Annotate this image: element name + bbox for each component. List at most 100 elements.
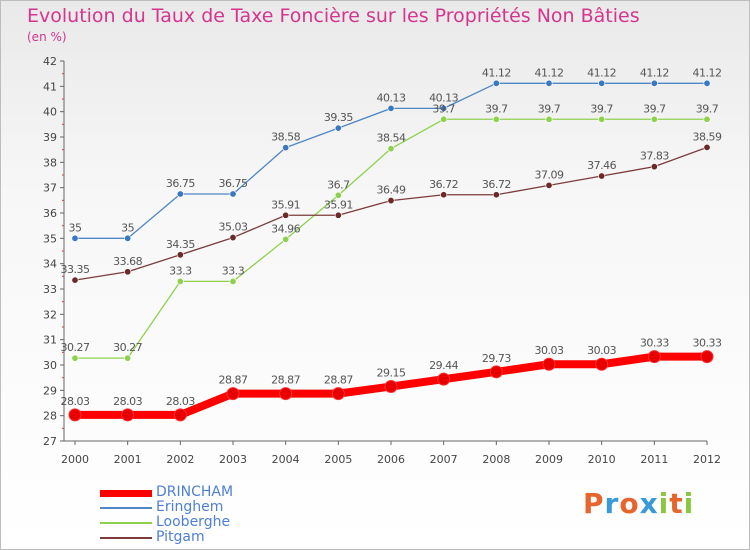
data-point-drincham bbox=[542, 357, 556, 371]
chart-unit-label: (en %) bbox=[27, 30, 67, 44]
data-label-looberghe: 39.7 bbox=[538, 102, 561, 115]
data-point-looberghe bbox=[282, 235, 290, 243]
data-label-drincham: 28.87 bbox=[324, 374, 353, 387]
y-tick-label: 34 bbox=[43, 258, 57, 271]
y-tick-label: 28 bbox=[43, 410, 57, 423]
data-label-pitgam: 37.83 bbox=[640, 150, 669, 163]
data-point-looberghe bbox=[598, 115, 606, 123]
y-tick-label: 27 bbox=[43, 435, 57, 448]
legend-label: Eringhem bbox=[156, 499, 224, 515]
data-label-pitgam: 35.91 bbox=[324, 198, 353, 211]
data-label-pitgam: 35.91 bbox=[271, 198, 300, 211]
data-point-looberghe bbox=[492, 115, 500, 123]
data-label-pitgam: 35.03 bbox=[219, 221, 248, 234]
data-label-drincham: 30.03 bbox=[535, 344, 564, 357]
data-label-looberghe: 36.7 bbox=[327, 178, 350, 191]
data-point-eringhem bbox=[703, 79, 711, 87]
data-point-eringhem bbox=[492, 79, 500, 87]
y-tick-label: 40 bbox=[43, 106, 57, 119]
data-label-eringhem: 41.12 bbox=[535, 66, 564, 79]
data-point-looberghe bbox=[387, 145, 395, 153]
data-label-drincham: 28.03 bbox=[113, 395, 142, 408]
data-point-pitgam bbox=[124, 268, 132, 276]
data-point-pitgam bbox=[703, 143, 711, 151]
logo-letter: o bbox=[619, 487, 640, 520]
data-label-pitgam: 33.35 bbox=[61, 263, 90, 276]
data-point-drincham bbox=[173, 408, 187, 422]
data-point-eringhem bbox=[440, 104, 448, 112]
data-point-eringhem bbox=[71, 234, 79, 242]
x-tick-label: 2012 bbox=[693, 453, 721, 466]
x-tick-label: 2002 bbox=[166, 453, 194, 466]
logo-letter: x bbox=[639, 487, 659, 520]
data-label-pitgam: 38.59 bbox=[693, 130, 722, 143]
legend-swatch bbox=[100, 537, 152, 539]
data-label-looberghe: 30.27 bbox=[113, 341, 142, 354]
x-tick-label: 2006 bbox=[377, 453, 405, 466]
data-point-drincham bbox=[595, 357, 609, 371]
x-tick-label: 2000 bbox=[61, 453, 89, 466]
data-label-eringhem: 41.12 bbox=[640, 66, 669, 79]
legend-label: DRINCHAM bbox=[156, 484, 234, 500]
data-label-looberghe: 38.54 bbox=[377, 132, 406, 145]
data-point-eringhem bbox=[229, 190, 237, 198]
data-point-drincham bbox=[647, 350, 661, 364]
x-tick-label: 2003 bbox=[219, 453, 247, 466]
data-point-looberghe bbox=[650, 115, 658, 123]
x-tick-label: 2004 bbox=[272, 453, 300, 466]
data-point-drincham bbox=[331, 387, 345, 401]
data-label-eringhem: 36.75 bbox=[166, 177, 195, 190]
data-point-pitgam bbox=[598, 172, 606, 180]
chart-title: Evolution du Taux de Taxe Foncière sur l… bbox=[27, 5, 640, 27]
legend-label: Pitgam bbox=[156, 529, 205, 545]
y-tick-label: 31 bbox=[43, 334, 57, 347]
data-point-drincham bbox=[226, 387, 240, 401]
data-point-pitgam bbox=[545, 181, 553, 189]
data-label-eringhem: 41.12 bbox=[482, 66, 511, 79]
y-tick-label: 33 bbox=[43, 283, 57, 296]
y-tick-label: 30 bbox=[43, 359, 57, 372]
data-point-looberghe bbox=[440, 115, 448, 123]
data-label-pitgam: 33.68 bbox=[113, 255, 142, 268]
y-tick-label: 36 bbox=[43, 207, 57, 220]
data-label-looberghe: 39.7 bbox=[485, 102, 508, 115]
data-label-looberghe: 33.3 bbox=[222, 264, 245, 277]
logo-letter: i bbox=[658, 487, 670, 520]
y-tick-label: 35 bbox=[43, 232, 57, 245]
data-point-drincham bbox=[700, 350, 714, 364]
proxiti-logo: Proxiti bbox=[583, 487, 694, 520]
data-label-looberghe: 30.27 bbox=[61, 341, 90, 354]
y-tick-label: 29 bbox=[43, 384, 57, 397]
y-tick-label: 38 bbox=[43, 156, 57, 169]
data-point-pitgam bbox=[650, 163, 658, 171]
x-tick-label: 2010 bbox=[588, 453, 616, 466]
data-point-pitgam bbox=[176, 251, 184, 259]
x-tick-label: 2011 bbox=[640, 453, 668, 466]
y-tick-label: 37 bbox=[43, 182, 57, 195]
data-label-eringhem: 35 bbox=[121, 221, 134, 234]
data-point-eringhem bbox=[545, 79, 553, 87]
data-label-looberghe: 34.96 bbox=[271, 222, 300, 235]
data-label-drincham: 30.33 bbox=[693, 337, 722, 350]
data-point-pitgam bbox=[492, 191, 500, 199]
logo-letter: r bbox=[604, 487, 620, 520]
data-label-drincham: 30.33 bbox=[640, 337, 669, 350]
data-point-pitgam bbox=[440, 191, 448, 199]
data-label-eringhem: 36.75 bbox=[219, 177, 248, 190]
x-tick-label: 2008 bbox=[482, 453, 510, 466]
data-label-looberghe: 39.7 bbox=[432, 102, 455, 115]
data-label-eringhem: 40.13 bbox=[429, 91, 458, 104]
data-point-looberghe bbox=[124, 354, 132, 362]
data-point-eringhem bbox=[124, 234, 132, 242]
data-point-looberghe bbox=[703, 115, 711, 123]
data-point-eringhem bbox=[650, 79, 658, 87]
data-point-drincham bbox=[279, 387, 293, 401]
data-label-pitgam: 36.49 bbox=[377, 184, 406, 197]
data-point-eringhem bbox=[334, 124, 342, 132]
data-label-eringhem: 35 bbox=[69, 221, 82, 234]
x-tick-label: 2001 bbox=[114, 453, 142, 466]
legend-swatch bbox=[100, 522, 152, 524]
y-tick-label: 32 bbox=[43, 308, 57, 321]
